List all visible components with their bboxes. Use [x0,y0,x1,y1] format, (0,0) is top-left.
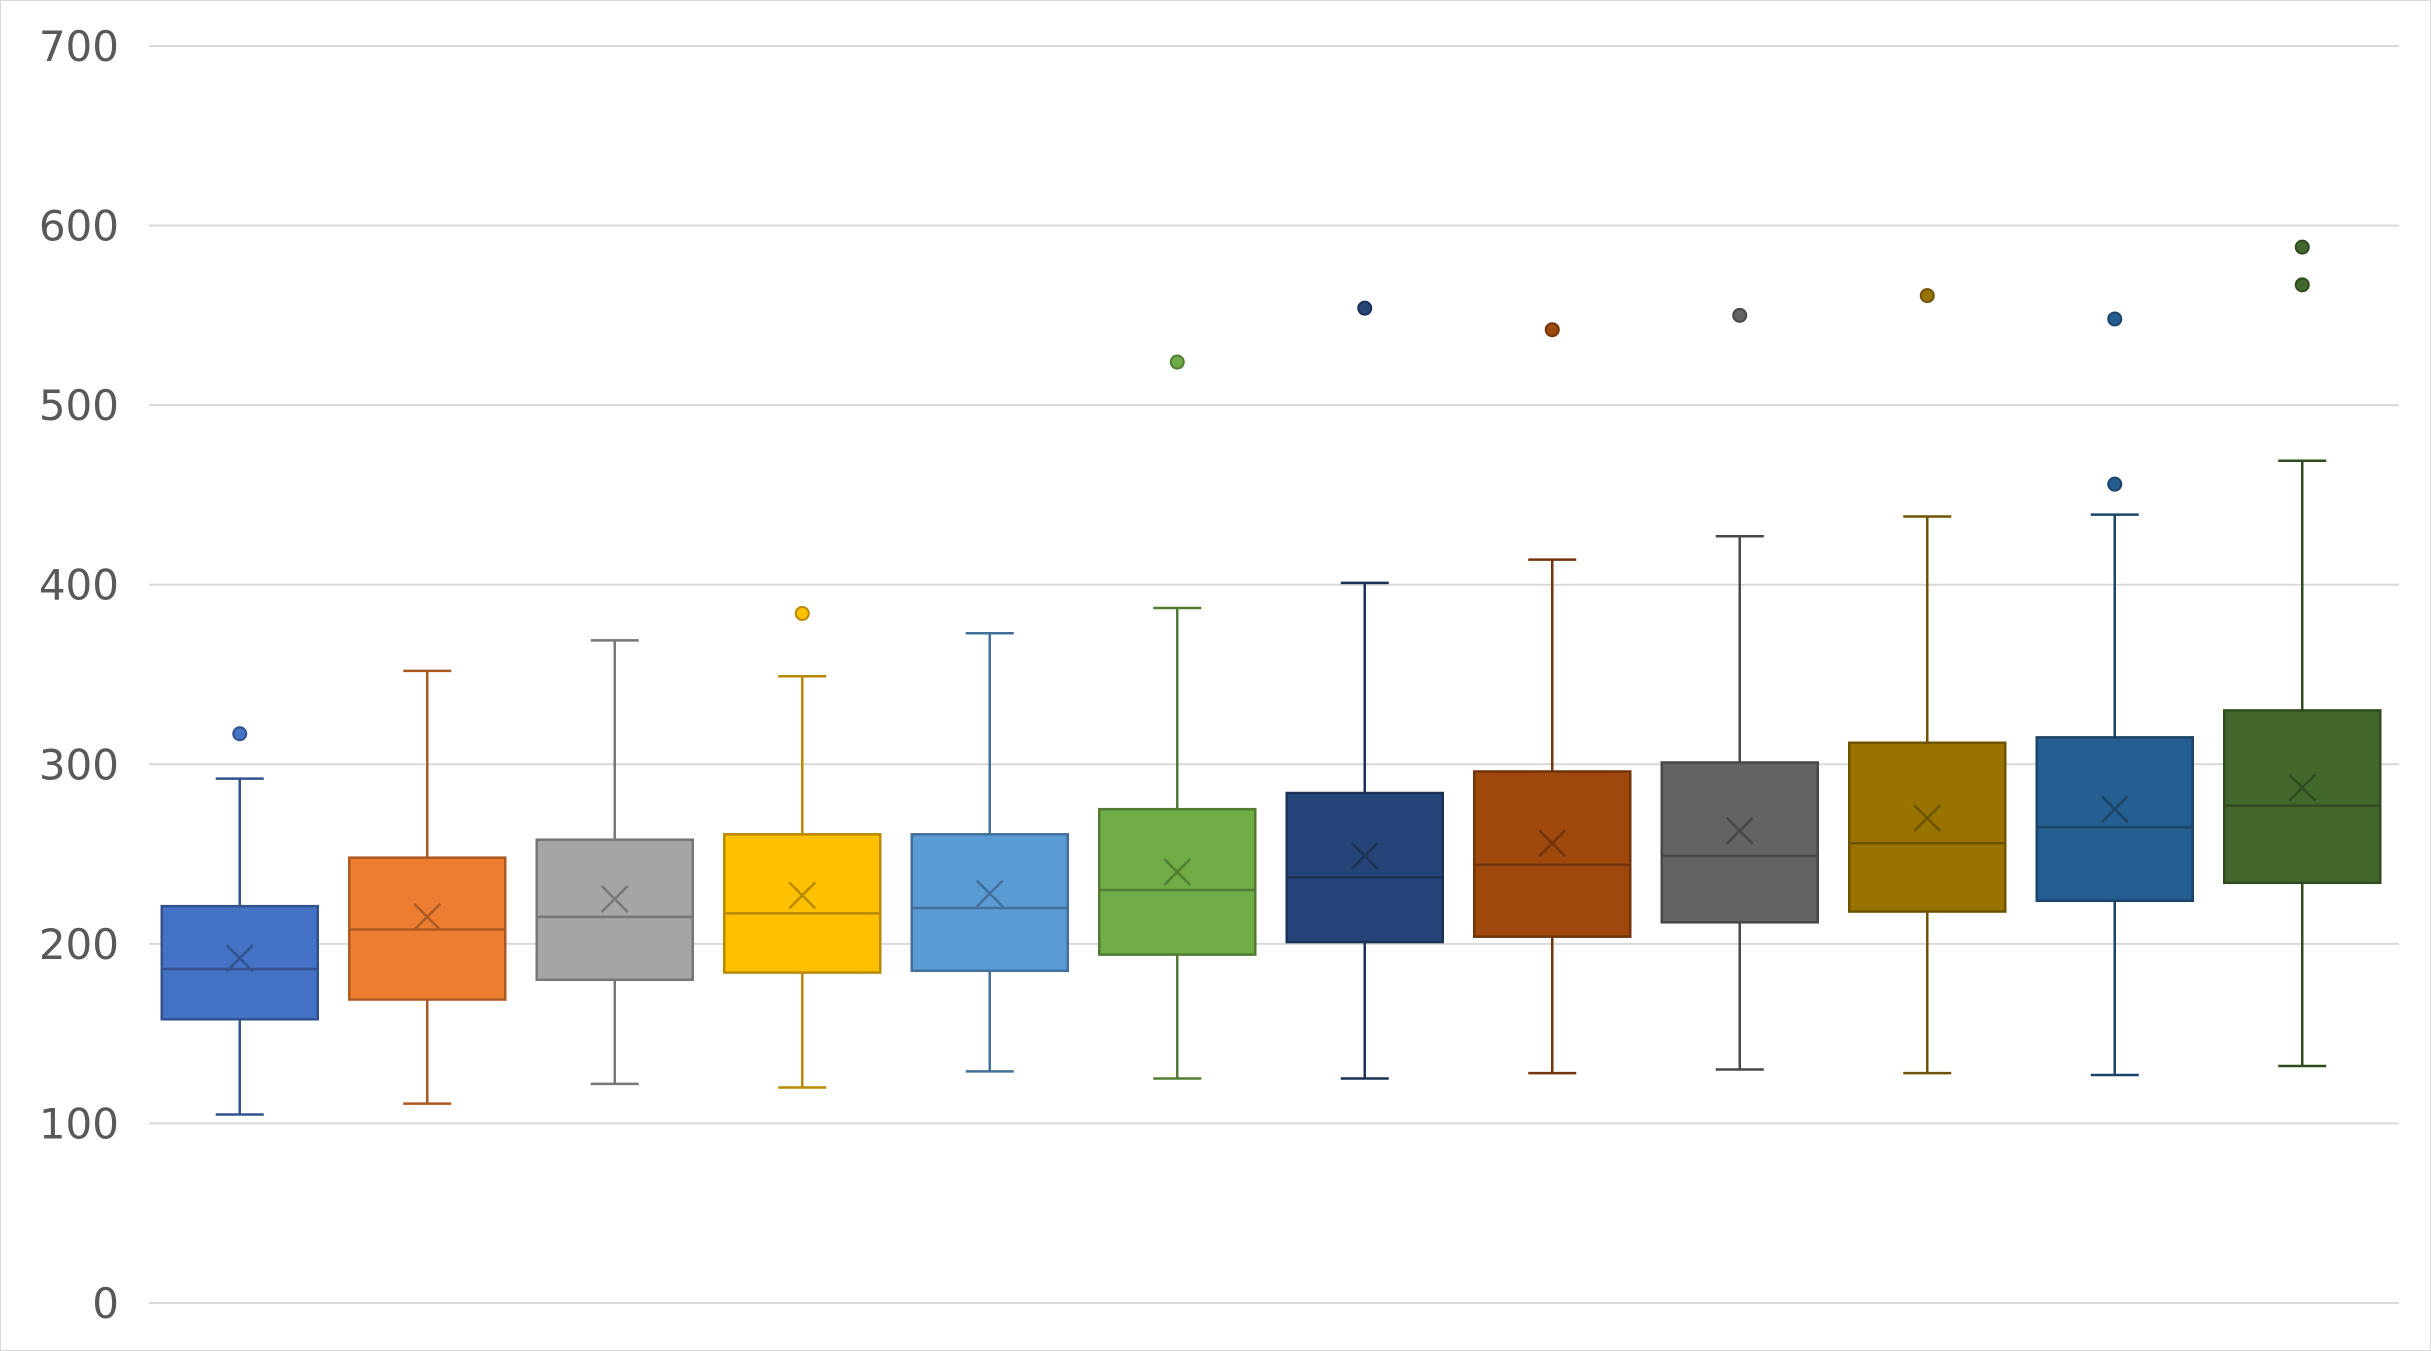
iqr-box [160,904,319,1021]
box-series-6 [1098,354,1257,1080]
iqr-box [1285,791,1444,944]
y-tick-label-400: 400 [39,561,119,610]
box-series-3 [535,639,694,1086]
mean-marker-b [1163,858,1192,886]
box-series-8 [1473,322,1632,1075]
mean-marker-b [225,944,254,973]
iqr-box [910,833,1069,973]
y-tick-label-600: 600 [39,202,119,251]
iqr-box [1848,741,2007,913]
outlier-point [1357,300,1373,316]
iqr-box [535,838,694,982]
outlier-point [1732,307,1748,323]
gridlines [149,45,2399,1304]
y-tick-label-100: 100 [39,1099,119,1148]
box-series-5 [910,631,1069,1073]
mean-marker-b [1350,841,1379,870]
mean-marker-b [1725,816,1754,845]
y-tick-label-200: 200 [39,920,119,969]
outlier-point [1169,354,1185,370]
outlier-point [794,605,810,621]
outlier-point [232,726,248,742]
plot-area [160,239,2382,1116]
iqr-box [2035,736,2194,903]
iqr-box [1098,807,1257,956]
mean-marker-b [788,881,817,910]
iqr-box [723,833,882,974]
mean-marker-b [2288,773,2317,802]
box-series-9 [1660,307,1819,1071]
iqr-box [1660,761,1819,924]
outlier-point [1919,288,1935,304]
mean-marker-b [1538,829,1567,858]
y-tick-label-0: 0 [92,1279,119,1328]
outlier-point [2107,311,2123,327]
outlier-point [2294,277,2310,293]
y-tick-label-500: 500 [39,381,119,430]
mean-marker-b [975,879,1004,908]
iqr-box [2223,709,2382,885]
mean-marker-b [600,885,629,913]
mean-marker-b [413,903,442,931]
box-series-1 [160,726,319,1116]
outlier-point [2294,239,2310,255]
mean-marker-b [1913,804,1942,833]
iqr-box [1473,770,1632,938]
box-series-11 [2035,311,2194,1077]
y-tick-label-700: 700 [39,22,119,71]
outlier-point [2107,476,2123,492]
y-axis: 0 100 200 300 400 500 600 700 [39,22,119,1328]
mean-marker-b [2100,795,2129,824]
box-series-10 [1848,288,2007,1075]
outlier-point [1544,322,1560,338]
box-series-2 [348,669,507,1105]
box-series-4 [723,605,882,1089]
box-series-12 [2223,239,2382,1068]
y-tick-label-300: 300 [39,740,119,789]
box-series-7 [1285,300,1444,1080]
